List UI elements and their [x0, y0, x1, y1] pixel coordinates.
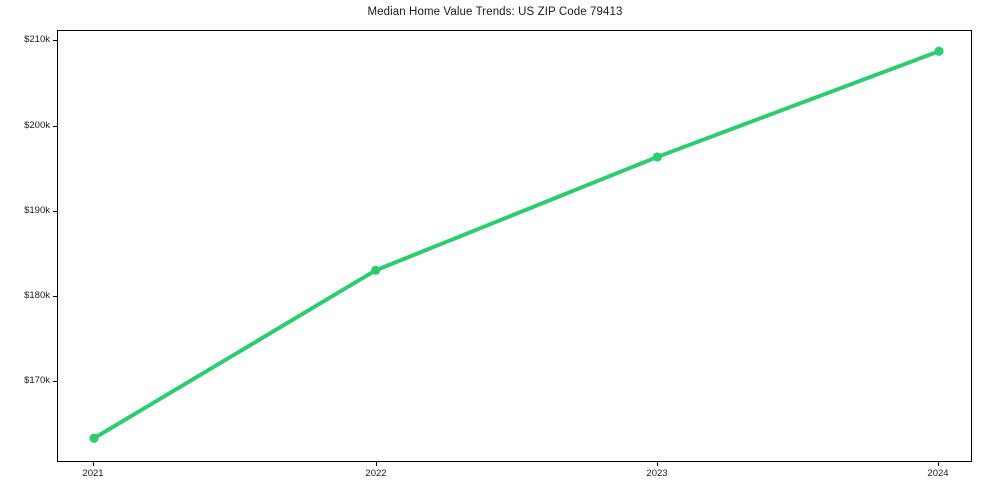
x-tick-mark — [657, 462, 659, 466]
series-markers — [89, 46, 944, 443]
data-point-marker — [934, 46, 944, 56]
series-line-median-home-value — [92, 49, 941, 441]
y-tick-label: $170k — [24, 375, 50, 386]
y-tick-mark — [53, 381, 57, 383]
x-tick-label: 2023 — [646, 468, 668, 479]
x-tick-label: 2021 — [82, 468, 104, 479]
x-tick-label: 2022 — [365, 468, 387, 479]
data-point-marker — [371, 265, 381, 275]
y-tick-label: $180k — [24, 290, 50, 301]
chart-title: Median Home Value Trends: US ZIP Code 79… — [367, 6, 623, 18]
x-tick-label: 2024 — [927, 468, 949, 479]
line-chart-svg — [89, 46, 944, 443]
data-point-marker — [652, 152, 662, 162]
x-tick-mark — [938, 462, 940, 466]
data-point-marker — [89, 433, 99, 443]
y-tick-label: $200k — [24, 120, 50, 131]
y-tick-label: $210k — [24, 34, 50, 45]
x-tick-mark — [376, 462, 378, 466]
y-tick-mark — [53, 211, 57, 213]
x-tick-mark — [93, 462, 95, 466]
y-tick-mark — [53, 296, 57, 298]
y-tick-mark — [53, 40, 57, 42]
plot-area — [57, 30, 972, 462]
y-tick-mark — [53, 126, 57, 128]
y-tick-label: $190k — [24, 205, 50, 216]
